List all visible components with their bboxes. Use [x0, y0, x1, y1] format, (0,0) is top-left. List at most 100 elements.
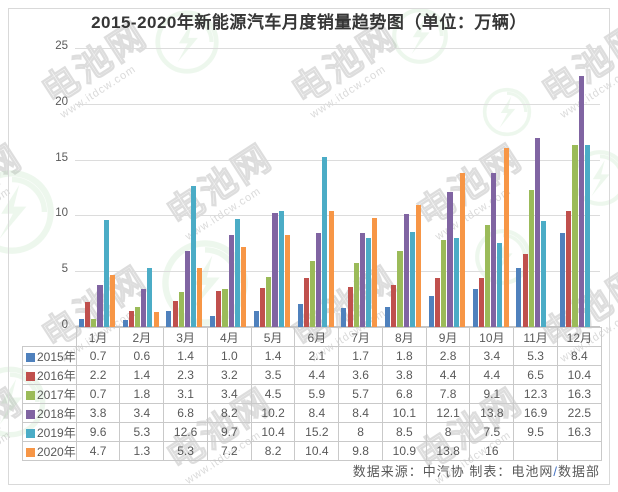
month-header-4月: 4月: [206, 327, 252, 347]
value-2016年-9月: 4.4: [425, 365, 471, 385]
bar-2019年-10月: [497, 243, 503, 327]
value-2017年-11月: 12.3: [513, 384, 558, 404]
table-row-2015年: 2015年 0.7 0.6 1.4 1.0 1.4 2.1 1.7 1.8 2.8 3.4 5.3 8.…: [22, 346, 602, 366]
legend-swatch-2016年: [26, 371, 35, 381]
bar-2020年-3月: [197, 268, 203, 327]
bar-2016年-12月: [566, 211, 572, 327]
bar-2016年-6月: [303, 278, 309, 327]
bar-2019年-1月: [103, 220, 109, 327]
bar-2018年-7月: [359, 233, 366, 327]
value-2015年-10月: 3.4: [469, 346, 515, 366]
value-2020年-10月: 16: [469, 441, 515, 461]
value-2018年-10月: 13.8: [469, 403, 515, 423]
y-tick-0: 0: [61, 319, 68, 331]
table-row-2019年: 2019年 9.6 5.3 12.6 9.7 10.4 15.2 8 8.5 8 7.5 9.5 16.…: [22, 422, 602, 442]
value-2015年-7月: 1.7: [338, 346, 383, 366]
value-2019年-12月: 16.3: [556, 422, 602, 442]
value-2017年-10月: 9.1: [469, 384, 515, 404]
value-2018年-9月: 12.1: [425, 403, 471, 423]
value-2020年-9月: 13.8: [425, 441, 471, 461]
bar-2020年-5月: [284, 235, 290, 327]
gridline-20: [75, 104, 600, 105]
value-2018年-6月: 8.4: [294, 403, 340, 423]
bar-2018年-3月: [184, 251, 191, 327]
value-2018年-4月: 8.2: [206, 403, 252, 423]
gridline-10: [75, 215, 600, 216]
bar-2019年-4月: [234, 219, 240, 327]
value-2015年-1月: 0.7: [75, 346, 121, 366]
value-2017年-12月: 16.3: [556, 384, 602, 404]
bar-2020年-2月: [153, 312, 159, 327]
value-2019年-1月: 9.6: [75, 422, 121, 442]
bar-2019年-7月: [366, 238, 372, 327]
gridline-5: [75, 271, 600, 272]
value-2016年-7月: 3.6: [338, 365, 383, 385]
value-2020年-2月: 1.3: [119, 441, 165, 461]
bar-2015年-1月: [78, 319, 84, 327]
table-corner-cell: [23, 328, 77, 347]
month-header-9月: 9月: [425, 327, 471, 347]
bar-2017年-8月: [397, 251, 403, 327]
bar-2015年-5月: [253, 311, 259, 327]
bar-2017年-5月: [266, 277, 272, 327]
table-row-2018年: 2018年 3.8 3.4 6.8 8.2 10.2 8.4 8.4 10.1 12.1 13.8 1…: [22, 403, 602, 423]
bar-2020年-7月: [372, 218, 378, 327]
value-2020年-4月: 7.2: [206, 441, 252, 461]
bar-2017年-11月: [528, 190, 534, 327]
value-2017年-2月: 1.8: [119, 384, 165, 404]
value-2020年-6月: 10.4: [294, 441, 340, 461]
source-note: 数据来源：中汽协 制表：电池网/数据部: [353, 461, 600, 480]
value-2019年-11月: 9.5: [513, 422, 558, 442]
bar-2018年-11月: [534, 138, 541, 327]
bar-2015年-2月: [122, 320, 128, 327]
month-header-1月: 1月: [75, 327, 121, 347]
legend-swatch-2018年: [26, 409, 35, 419]
month-header-7月: 7月: [338, 327, 383, 347]
data-table: 1月 2月 3月 4月 5月 6月 7月 8月 9月 10月 11月 12月 2015年 0.7 0.6 1.…: [22, 327, 602, 461]
chart-frame: [8, 8, 610, 485]
bar-2016年-9月: [435, 278, 441, 327]
bar-2016年-2月: [128, 311, 134, 327]
value-2020年-8月: 10.9: [381, 441, 427, 461]
bar-2018年-6月: [316, 233, 322, 327]
bar-2015年-9月: [428, 296, 434, 327]
bar-2017年-3月: [178, 292, 184, 327]
bar-2015年-6月: [297, 304, 303, 327]
bar-2017年-9月: [441, 240, 447, 327]
bar-2020年-4月: [241, 247, 247, 327]
table-row-2020年: 2020年 4.7 1.3 5.3 7.2 8.2 10.4 9.8 10.9 13.8 16: [22, 441, 602, 461]
y-tick-25: 25: [55, 40, 68, 52]
gridline-15: [75, 160, 600, 161]
bar-2019年-2月: [147, 268, 153, 327]
bar-2015年-8月: [385, 307, 391, 327]
value-2017年-8月: 6.8: [381, 384, 427, 404]
bar-2020年-6月: [328, 211, 334, 327]
value-2019年-4月: 9.7: [206, 422, 252, 442]
bar-2019年-8月: [409, 232, 415, 327]
legend-swatch-2015年: [26, 352, 35, 362]
bar-2017年-6月: [309, 261, 316, 327]
bar-2019年-5月: [278, 211, 284, 327]
month-header-3月: 3月: [163, 327, 208, 347]
value-2015年-6月: 2.1: [294, 346, 340, 366]
legend-label-2019年: 2019年: [22, 422, 77, 442]
bar-2018年-12月: [578, 76, 584, 327]
bar-2015年-4月: [210, 316, 216, 327]
value-2020年-12月: [556, 441, 602, 461]
month-header-2月: 2月: [119, 327, 165, 347]
y-tick-15: 15: [55, 152, 68, 164]
value-2020年-11月: [513, 441, 558, 461]
legend-swatch-2019年: [26, 428, 35, 438]
value-2016年-12月: 10.4: [556, 365, 602, 385]
legend-label-2018年: 2018年: [22, 403, 77, 423]
bar-2016年-1月: [85, 302, 91, 327]
value-2018年-7月: 8.4: [338, 403, 383, 423]
value-2016年-1月: 2.2: [75, 365, 121, 385]
value-2016年-5月: 3.5: [250, 365, 296, 385]
legend-swatch-2017年: [26, 390, 35, 400]
bar-2018年-4月: [228, 235, 234, 327]
bar-2017年-7月: [353, 263, 359, 327]
bar-2016年-3月: [172, 301, 178, 327]
legend-label-2020年: 2020年: [22, 441, 77, 461]
plot-area: [75, 48, 600, 327]
